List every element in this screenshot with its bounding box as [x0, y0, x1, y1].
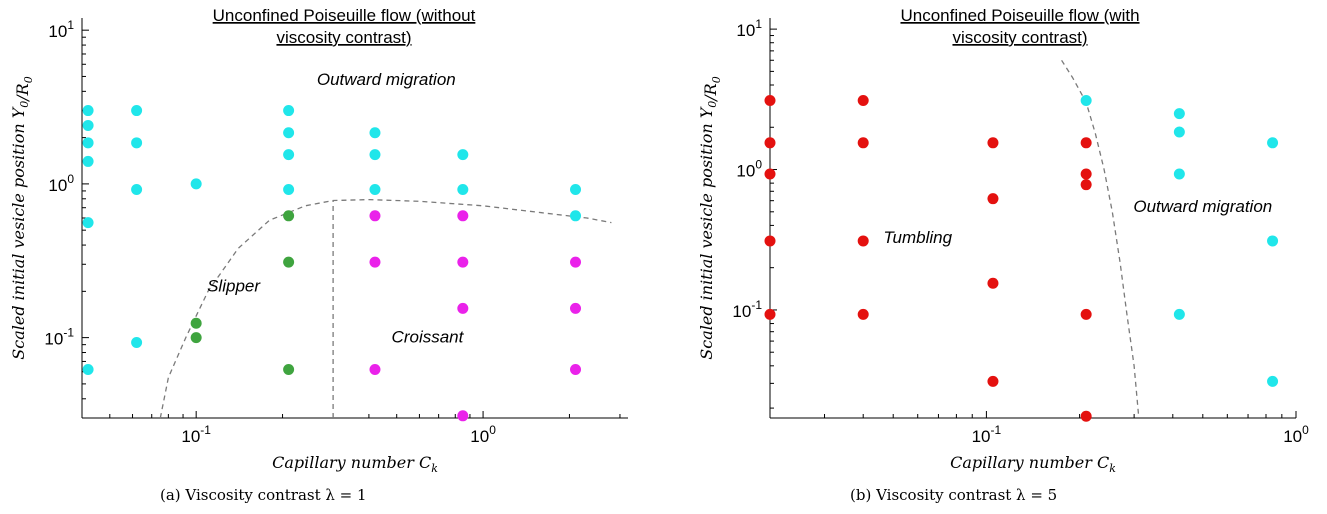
x-axis-label: Capillary number Ck [272, 453, 438, 475]
tumbling-point [858, 309, 869, 320]
outward-point [1267, 137, 1278, 148]
caption-a: (a) Viscosity contrast λ = 1 [160, 486, 367, 504]
slipper-point [191, 332, 202, 343]
regime-boundary [1062, 60, 1139, 414]
chart-title-line: Unconfined Poiseuille flow (without [213, 6, 476, 25]
y-tick-label: 101 [736, 17, 762, 40]
croissant-point [570, 257, 581, 268]
y-axis-label: Scaled initial vesicle position Y0/R0 [697, 76, 723, 359]
outward-point [457, 149, 468, 160]
outward-point [83, 156, 94, 167]
chart-title-line: Unconfined Poiseuille flow (with [900, 6, 1139, 25]
outward-point [83, 105, 94, 116]
tumbling-point [765, 137, 776, 148]
outward-point [131, 105, 142, 116]
outward-point [369, 127, 380, 138]
region-label: Tumbling [883, 228, 952, 247]
slipper-point [283, 210, 294, 221]
outward-point [1174, 168, 1185, 179]
outward-point [570, 184, 581, 195]
x-tick-label: 10-1 [181, 423, 211, 446]
x-tick-label: 100 [470, 423, 496, 446]
region-label: Croissant [392, 327, 465, 346]
y-tick-label: 100 [736, 158, 762, 181]
tumbling-point [987, 278, 998, 289]
x-tick-label: 100 [1283, 423, 1309, 446]
outward-point [131, 137, 142, 148]
outward-point [1267, 376, 1278, 387]
croissant-point [570, 364, 581, 375]
tumbling-point [858, 95, 869, 106]
chart-title-line: viscosity contrast) [276, 28, 411, 47]
regime-boundary [160, 200, 611, 418]
tumbling-point [765, 168, 776, 179]
croissant-point [457, 257, 468, 268]
region-label: Slipper [207, 276, 261, 295]
tumbling-point [1081, 168, 1092, 179]
outward-point [570, 210, 581, 221]
tumbling-point [1081, 137, 1092, 148]
outward-point [1081, 95, 1092, 106]
tumbling-point [987, 193, 998, 204]
y-axis-label: Scaled initial vesicle position Y0/R0 [9, 76, 35, 359]
outward-point [131, 184, 142, 195]
outward-point [283, 105, 294, 116]
croissant-point [369, 364, 380, 375]
outward-point [1174, 127, 1185, 138]
outward-point [191, 178, 202, 189]
outward-point [1267, 235, 1278, 246]
outward-point [131, 337, 142, 348]
tumbling-point [858, 137, 869, 148]
tumbling-point [765, 309, 776, 320]
slipper-point [283, 364, 294, 375]
y-tick-label: 10-1 [732, 298, 762, 321]
tumbling-point [765, 235, 776, 246]
y-tick-label: 100 [48, 172, 74, 195]
outward-point [369, 184, 380, 195]
outward-point [283, 127, 294, 138]
x-axis-label: Capillary number Ck [950, 453, 1116, 475]
tumbling-point [1081, 411, 1092, 422]
outward-point [1174, 309, 1185, 320]
outward-point [83, 364, 94, 375]
outward-point [457, 184, 468, 195]
tumbling-point [987, 137, 998, 148]
croissant-point [457, 410, 468, 421]
croissant-point [570, 303, 581, 314]
tumbling-point [858, 235, 869, 246]
chart-title-line: viscosity contrast) [952, 28, 1087, 47]
chart-b: 10-1 100 10-1 100 101 Unconfined Poiseuille f… [697, 6, 1309, 475]
region-label: Outward migration [317, 70, 456, 89]
tumbling-point [765, 95, 776, 106]
outward-point [83, 137, 94, 148]
croissant-point [457, 303, 468, 314]
croissant-point [369, 257, 380, 268]
y-tick-label: 10-1 [44, 326, 74, 349]
outward-point [283, 184, 294, 195]
tumbling-point [1081, 309, 1092, 320]
chart-a: 10-1 100 10-1 100 101 Unconfined Poiseuille f… [9, 6, 628, 475]
outward-point [369, 149, 380, 160]
tumbling-point [1081, 179, 1092, 190]
outward-point [1174, 108, 1185, 119]
y-tick-label: 101 [48, 18, 74, 41]
caption-b: (b) Viscosity contrast λ = 5 [850, 486, 1057, 504]
outward-point [83, 120, 94, 131]
croissant-point [369, 210, 380, 221]
region-label: Outward migration [1133, 197, 1272, 216]
outward-point [283, 149, 294, 160]
slipper-point [283, 257, 294, 268]
x-tick-label: 10-1 [972, 423, 1002, 446]
tumbling-point [987, 376, 998, 387]
outward-point [83, 217, 94, 228]
croissant-point [457, 210, 468, 221]
slipper-point [191, 318, 202, 329]
